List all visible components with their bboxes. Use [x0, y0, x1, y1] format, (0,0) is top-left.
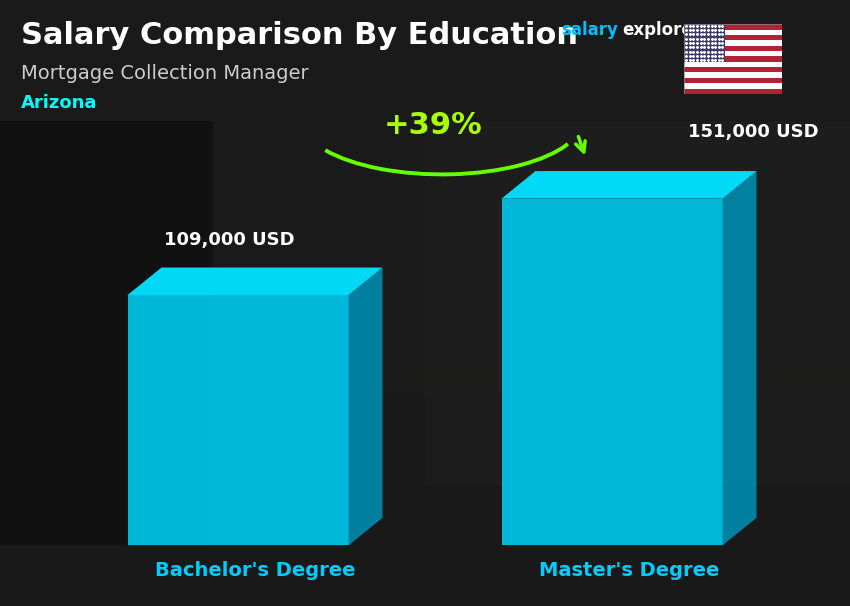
- Polygon shape: [502, 199, 722, 545]
- Bar: [684, 67, 782, 73]
- Bar: [684, 88, 782, 94]
- Text: 151,000 USD: 151,000 USD: [688, 123, 819, 141]
- Text: 109,000 USD: 109,000 USD: [164, 231, 295, 249]
- Bar: [0, 545, 850, 576]
- Bar: [0, 454, 850, 485]
- Bar: [684, 30, 782, 35]
- Bar: [0, 121, 850, 152]
- Text: Salary Comparison By Education: Salary Comparison By Education: [21, 21, 578, 50]
- Bar: [0, 152, 850, 182]
- Bar: [684, 51, 782, 56]
- Bar: [0, 30, 850, 61]
- Bar: [0, 485, 850, 515]
- Bar: [684, 24, 782, 30]
- Polygon shape: [348, 267, 382, 545]
- Bar: [0, 121, 212, 545]
- Bar: [684, 78, 782, 83]
- Bar: [684, 24, 725, 62]
- Polygon shape: [128, 267, 382, 295]
- Text: salary: salary: [561, 21, 618, 39]
- Bar: [425, 121, 850, 485]
- Bar: [684, 83, 782, 88]
- Polygon shape: [502, 171, 756, 199]
- Text: explorer: explorer: [622, 21, 701, 39]
- Text: Master's Degree: Master's Degree: [539, 561, 719, 579]
- Bar: [0, 303, 850, 333]
- Bar: [0, 364, 850, 394]
- Bar: [684, 41, 782, 45]
- Bar: [0, 394, 850, 424]
- Bar: [0, 576, 850, 606]
- Text: Arizona: Arizona: [21, 94, 98, 112]
- Bar: [0, 333, 850, 364]
- Bar: [684, 45, 782, 51]
- Bar: [684, 73, 782, 78]
- Text: Mortgage Collection Manager: Mortgage Collection Manager: [21, 64, 309, 82]
- Text: +39%: +39%: [384, 112, 483, 141]
- Bar: [0, 424, 850, 454]
- Bar: [0, 515, 850, 545]
- Bar: [0, 61, 850, 91]
- Bar: [0, 182, 850, 212]
- Bar: [684, 35, 782, 41]
- Polygon shape: [128, 295, 348, 545]
- Polygon shape: [722, 171, 756, 545]
- Bar: [0, 0, 850, 30]
- Bar: [0, 91, 850, 121]
- Text: .com: .com: [688, 21, 734, 39]
- Bar: [0, 212, 850, 242]
- Text: Bachelor's Degree: Bachelor's Degree: [155, 561, 355, 579]
- Bar: [684, 56, 782, 62]
- Bar: [0, 242, 850, 273]
- Bar: [684, 62, 782, 67]
- Bar: [0, 273, 850, 303]
